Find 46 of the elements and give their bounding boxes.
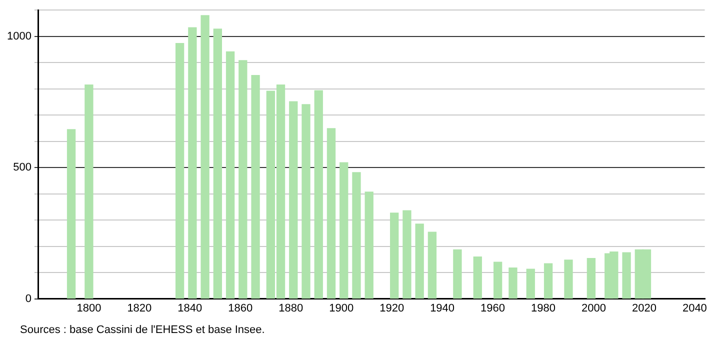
x-tick-label: 1900 [329,302,354,314]
x-tick-label: 2020 [632,302,656,314]
x-tick-label: 1920 [380,302,404,314]
bar [289,101,298,299]
bar [428,232,437,299]
bar [453,249,462,299]
bar [226,51,235,299]
bar [340,162,348,299]
bar [402,210,412,299]
bar [544,263,553,299]
bar [390,212,399,299]
bar [526,268,535,299]
bar [493,262,502,299]
bar [188,27,197,299]
y-tick-label: 1000 [6,30,32,42]
y-tick-label: 500 [13,162,32,174]
bar [364,192,374,299]
x-tick-label: 1960 [480,302,506,314]
bar [175,43,184,299]
x-tick-label: 2000 [581,302,606,314]
bar [564,260,573,299]
bar [586,258,596,299]
bar [200,15,210,299]
bar [326,128,336,299]
x-tick-label: 1880 [278,302,304,314]
y-tick-label: 0 [25,292,32,305]
bar [622,252,631,299]
bar [352,172,361,299]
bar [508,267,518,299]
source-note: Sources : base Cassini de l'EHESS et base Insee. [20,324,265,336]
bar [415,224,424,299]
bar [238,60,248,299]
bar [84,84,94,299]
bar [66,129,76,299]
x-tick-label: 1980 [531,302,556,314]
x-tick-label: 1820 [127,302,152,314]
bar [251,75,260,299]
bar [473,256,482,299]
x-tick-label: 2040 [682,302,707,314]
x-tick-label: 1800 [76,302,102,314]
bar [213,28,222,299]
bar [314,90,323,299]
x-tick-label: 1940 [430,302,455,314]
bar [302,104,310,299]
x-tick-label: 1840 [178,302,202,314]
x-tick-label: 1860 [228,302,253,314]
